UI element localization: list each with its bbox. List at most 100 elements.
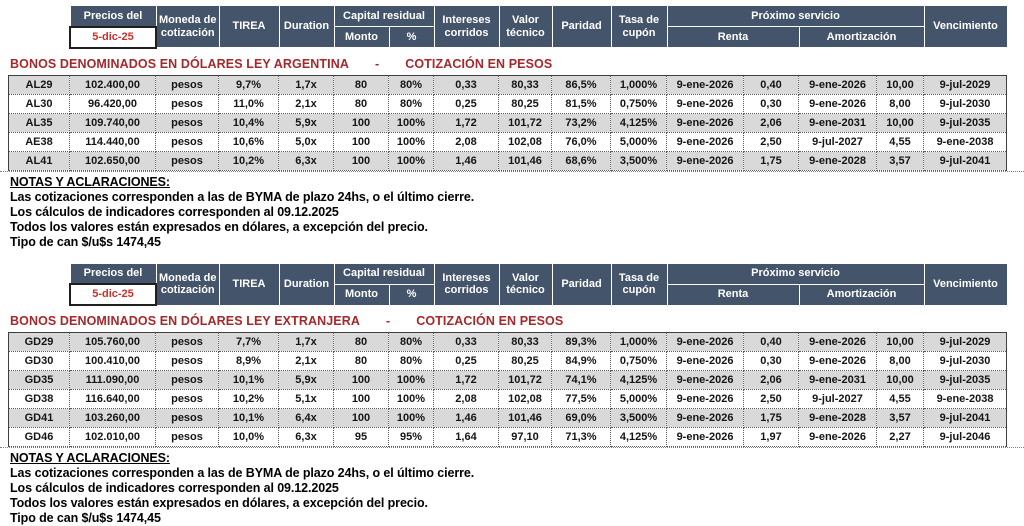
cell-capital_residual_pct[interactable]: 100% xyxy=(389,371,434,390)
cell-moneda_cotizacion[interactable]: pesos xyxy=(156,428,219,447)
cell-paridad[interactable]: 81,5% xyxy=(552,94,611,113)
cell-ticker[interactable]: AL29 xyxy=(9,75,70,94)
cell-renta_fecha[interactable]: 9-ene-2026 xyxy=(667,75,744,94)
cell-tasa_cupon[interactable]: 0,750% xyxy=(611,352,667,371)
cell-tirea[interactable]: 10,0% xyxy=(219,428,279,447)
cell-moneda_cotizacion[interactable]: pesos xyxy=(156,390,219,409)
cell-capital_residual_monto[interactable]: 100 xyxy=(334,113,389,132)
cell-intereses_corridos[interactable]: 1,72 xyxy=(434,371,499,390)
cell-paridad[interactable]: 84,9% xyxy=(552,352,611,371)
cell-renta_monto[interactable]: 0,40 xyxy=(744,333,799,352)
cell-vencimiento[interactable]: 9-jul-2030 xyxy=(924,94,1007,113)
cell-renta_fecha[interactable]: 9-ene-2026 xyxy=(667,132,744,151)
cell-renta_fecha[interactable]: 9-ene-2026 xyxy=(667,94,744,113)
cell-tirea[interactable]: 10,1% xyxy=(219,409,279,428)
cell-moneda_cotizacion[interactable]: pesos xyxy=(156,75,219,94)
cell-tirea[interactable]: 8,9% xyxy=(219,352,279,371)
cell-amortizacion_fecha[interactable]: 9-ene-2028 xyxy=(799,151,877,170)
cell-vencimiento[interactable]: 9-jul-2035 xyxy=(924,113,1007,132)
cell-capital_residual_monto[interactable]: 95 xyxy=(334,428,389,447)
cell-duration[interactable]: 1,7x xyxy=(279,75,334,94)
cell-renta_monto[interactable]: 0,30 xyxy=(744,94,799,113)
cell-renta_monto[interactable]: 2,50 xyxy=(744,390,799,409)
cell-precio[interactable]: 105.760,00 xyxy=(70,333,156,352)
cell-amortizacion_fecha[interactable]: 9-ene-2026 xyxy=(799,94,877,113)
cell-valor_tecnico[interactable]: 80,33 xyxy=(499,75,552,94)
cell-amortizacion_monto[interactable]: 10,00 xyxy=(877,75,924,94)
cell-vencimiento[interactable]: 9-jul-2046 xyxy=(924,428,1007,447)
cell-capital_residual_monto[interactable]: 80 xyxy=(334,352,389,371)
cell-duration[interactable]: 2,1x xyxy=(279,94,334,113)
cell-renta_monto[interactable]: 1,75 xyxy=(744,409,799,428)
cell-precio[interactable]: 102.010,00 xyxy=(70,428,156,447)
cell-renta_fecha[interactable]: 9-ene-2026 xyxy=(667,352,744,371)
cell-moneda_cotizacion[interactable]: pesos xyxy=(156,371,219,390)
cell-amortizacion_fecha[interactable]: 9-ene-2028 xyxy=(799,409,877,428)
cell-duration[interactable]: 6,4x xyxy=(279,409,334,428)
cell-tasa_cupon[interactable]: 3,500% xyxy=(611,409,667,428)
cell-valor_tecnico[interactable]: 101,72 xyxy=(499,113,552,132)
cell-intereses_corridos[interactable]: 1,46 xyxy=(434,151,499,170)
cell-ticker[interactable]: AL30 xyxy=(9,94,70,113)
cell-tasa_cupon[interactable]: 4,125% xyxy=(611,428,667,447)
cell-renta_fecha[interactable]: 9-ene-2026 xyxy=(667,371,744,390)
cell-paridad[interactable]: 86,5% xyxy=(552,75,611,94)
cell-ticker[interactable]: GD29 xyxy=(9,333,70,352)
cell-capital_residual_monto[interactable]: 100 xyxy=(334,151,389,170)
cell-paridad[interactable]: 69,0% xyxy=(552,409,611,428)
cell-amortizacion_monto[interactable]: 10,00 xyxy=(877,113,924,132)
cell-amortizacion_monto[interactable]: 4,55 xyxy=(877,132,924,151)
cell-amortizacion_monto[interactable]: 8,00 xyxy=(877,352,924,371)
cell-tirea[interactable]: 10,2% xyxy=(219,390,279,409)
cell-capital_residual_pct[interactable]: 100% xyxy=(389,409,434,428)
cell-intereses_corridos[interactable]: 1,72 xyxy=(434,113,499,132)
cell-tasa_cupon[interactable]: 4,125% xyxy=(611,113,667,132)
cell-intereses_corridos[interactable]: 0,33 xyxy=(434,333,499,352)
cell-moneda_cotizacion[interactable]: pesos xyxy=(156,151,219,170)
cell-precio[interactable]: 116.640,00 xyxy=(70,390,156,409)
cell-ticker[interactable]: AL35 xyxy=(9,113,70,132)
cell-moneda_cotizacion[interactable]: pesos xyxy=(156,113,219,132)
cell-amortizacion_monto[interactable]: 10,00 xyxy=(877,371,924,390)
cell-capital_residual_monto[interactable]: 100 xyxy=(334,390,389,409)
cell-capital_residual_pct[interactable]: 100% xyxy=(389,390,434,409)
cell-precio[interactable]: 109.740,00 xyxy=(70,113,156,132)
cell-vencimiento[interactable]: 9-ene-2038 xyxy=(924,390,1007,409)
cell-amortizacion_fecha[interactable]: 9-ene-2026 xyxy=(799,428,877,447)
cell-duration[interactable]: 5,9x xyxy=(279,113,334,132)
cell-paridad[interactable]: 73,2% xyxy=(552,113,611,132)
cell-ticker[interactable]: AE38 xyxy=(9,132,70,151)
cell-valor_tecnico[interactable]: 101,46 xyxy=(499,409,552,428)
cell-amortizacion_monto[interactable]: 3,57 xyxy=(877,151,924,170)
cell-paridad[interactable]: 89,3% xyxy=(552,333,611,352)
cell-precio[interactable]: 103.260,00 xyxy=(70,409,156,428)
cell-capital_residual_monto[interactable]: 80 xyxy=(334,94,389,113)
cell-vencimiento[interactable]: 9-jul-2029 xyxy=(924,75,1007,94)
cell-amortizacion_fecha[interactable]: 9-ene-2031 xyxy=(799,113,877,132)
cell-renta_fecha[interactable]: 9-ene-2026 xyxy=(667,113,744,132)
cell-amortizacion_monto[interactable]: 4,55 xyxy=(877,390,924,409)
cell-valor_tecnico[interactable]: 97,10 xyxy=(499,428,552,447)
cell-paridad[interactable]: 71,3% xyxy=(552,428,611,447)
cell-paridad[interactable]: 68,6% xyxy=(552,151,611,170)
cell-capital_residual_pct[interactable]: 80% xyxy=(389,75,434,94)
cell-amortizacion_fecha[interactable]: 9-ene-2026 xyxy=(799,75,877,94)
cell-precio[interactable]: 96.420,00 xyxy=(70,94,156,113)
cell-intereses_corridos[interactable]: 2,08 xyxy=(434,390,499,409)
cell-valor_tecnico[interactable]: 101,46 xyxy=(499,151,552,170)
cell-capital_residual_pct[interactable]: 100% xyxy=(389,132,434,151)
cell-duration[interactable]: 5,9x xyxy=(279,371,334,390)
cell-tasa_cupon[interactable]: 1,000% xyxy=(611,333,667,352)
cell-intereses_corridos[interactable]: 0,25 xyxy=(434,352,499,371)
cell-duration[interactable]: 1,7x xyxy=(279,333,334,352)
cell-ticker[interactable]: GD30 xyxy=(9,352,70,371)
cell-ticker[interactable]: AL41 xyxy=(9,151,70,170)
cell-amortizacion_fecha[interactable]: 9-jul-2027 xyxy=(799,132,877,151)
cell-vencimiento[interactable]: 9-ene-2038 xyxy=(924,132,1007,151)
cell-renta_fecha[interactable]: 9-ene-2026 xyxy=(667,390,744,409)
cell-precio[interactable]: 102.400,00 xyxy=(70,75,156,94)
cell-valor_tecnico[interactable]: 102,08 xyxy=(499,132,552,151)
cell-tirea[interactable]: 7,7% xyxy=(219,333,279,352)
cell-vencimiento[interactable]: 9-jul-2041 xyxy=(924,151,1007,170)
cell-capital_residual_monto[interactable]: 100 xyxy=(334,371,389,390)
